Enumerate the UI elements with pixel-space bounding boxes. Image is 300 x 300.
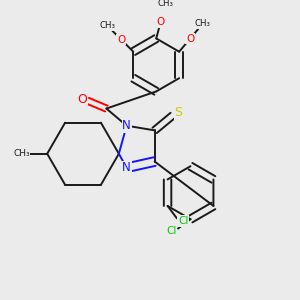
Text: N: N bbox=[122, 161, 131, 174]
Text: O: O bbox=[77, 93, 87, 106]
Text: O: O bbox=[117, 34, 125, 45]
Text: CH₃: CH₃ bbox=[158, 0, 174, 8]
Text: CH₃: CH₃ bbox=[195, 19, 211, 28]
Text: O: O bbox=[186, 34, 194, 44]
Text: CH₃: CH₃ bbox=[100, 21, 116, 30]
Text: N: N bbox=[122, 119, 131, 132]
Text: S: S bbox=[174, 106, 182, 119]
Text: CH₃: CH₃ bbox=[13, 149, 30, 158]
Text: O: O bbox=[157, 17, 165, 27]
Text: Cl: Cl bbox=[178, 216, 188, 226]
Text: Cl: Cl bbox=[166, 226, 176, 236]
